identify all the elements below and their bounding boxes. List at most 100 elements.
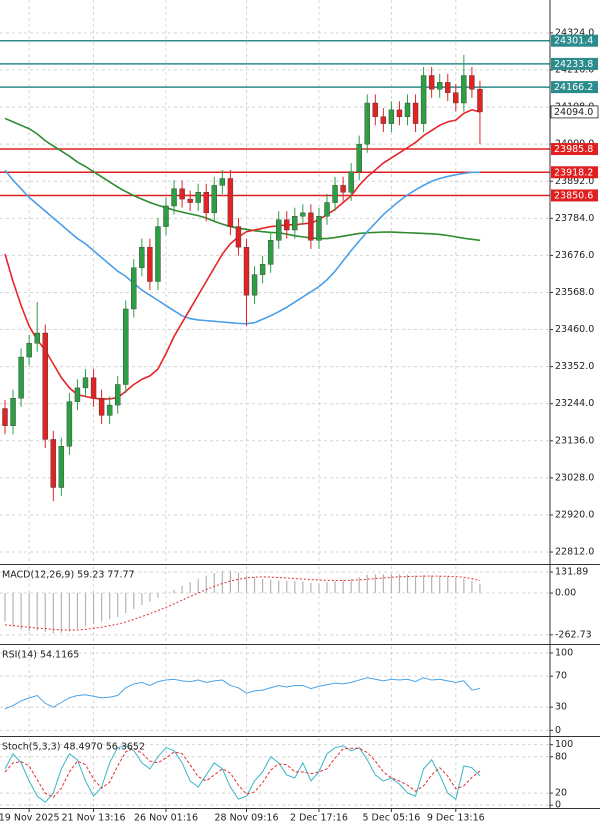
candle-body (171, 188, 177, 207)
candle-body (267, 240, 274, 265)
panel-title: RSI(14) 54.1165 (2, 650, 79, 661)
candle-body (340, 185, 346, 193)
candle-body (316, 216, 322, 241)
candle-body (66, 401, 73, 447)
candle-body (243, 246, 250, 296)
candle-body (187, 198, 193, 203)
y-tick-label: 23244.0 (555, 398, 594, 409)
x-tick-label: 2 Dec 17:16 (290, 813, 348, 824)
level-label: 23850.6 (554, 190, 593, 201)
candle-body (404, 102, 411, 117)
candle-body (147, 246, 153, 282)
candle-body (227, 178, 234, 227)
candle-body (332, 185, 338, 203)
y-tick-label: 0 (555, 800, 561, 811)
level-label: 24166.2 (554, 82, 593, 93)
candle-body (428, 75, 435, 90)
candle-body (284, 219, 290, 231)
indicator-line (4, 747, 481, 798)
candle-body (114, 384, 121, 406)
candle-body (412, 102, 419, 124)
candle-body (106, 404, 113, 416)
candle-body (139, 246, 145, 268)
indicator-line (4, 677, 481, 710)
x-tick-label: 9 Dec 13:16 (427, 813, 485, 824)
last-price-label: 24094.0 (554, 107, 593, 118)
y-tick-label: 24324.0 (555, 27, 594, 38)
y-tick-label: 23136.0 (555, 435, 594, 446)
candle-body (131, 267, 137, 310)
indicator-line (4, 745, 481, 803)
candle-body (308, 212, 314, 241)
y-tick-label: 100 (555, 739, 573, 750)
x-tick-label: 5 Dec 05:16 (362, 813, 420, 824)
candle-body (195, 192, 201, 203)
level-tag (551, 166, 598, 179)
y-tick-label: 23460.0 (555, 324, 594, 335)
level-label: 24233.8 (554, 59, 593, 70)
y-tick-label: 24216.0 (555, 65, 594, 76)
candle-body (380, 116, 387, 124)
candle-body (388, 109, 395, 124)
candle-body (469, 75, 475, 90)
candle-body (235, 226, 242, 248)
plot-layer (0, 0, 550, 807)
candle-body (420, 75, 427, 124)
macd-signal (4, 575, 481, 631)
candle-body (276, 219, 282, 241)
level-tag (551, 34, 598, 47)
candle-body (179, 188, 185, 200)
candle-body (58, 446, 65, 488)
level-tag (551, 81, 598, 94)
candle-body (219, 178, 226, 186)
candle-body (324, 202, 330, 217)
candle-body (90, 377, 97, 399)
candle-body (372, 102, 378, 117)
panel-title: MACD(12,26,9) 59.23 77.77 (2, 570, 135, 581)
y-tick-label: 22920.0 (555, 509, 594, 520)
candle-body (292, 216, 298, 231)
candle-body (396, 109, 403, 117)
moving-average (4, 109, 481, 400)
candle-body (211, 185, 218, 214)
y-tick-label: 131.89 (555, 567, 588, 578)
candle-body (42, 332, 48, 440)
candle-body (251, 274, 258, 296)
candle-body (155, 226, 161, 282)
x-tick-label: 26 Nov 01:16 (134, 813, 198, 824)
candle-body (74, 387, 81, 402)
last-price-tag (550, 105, 599, 119)
level-tag (551, 189, 598, 202)
candle-body (82, 377, 89, 389)
candle-body (364, 102, 370, 145)
y-tick-label: 70 (555, 671, 567, 682)
y-tick-label: 23892.0 (555, 176, 594, 187)
panel-title: Stoch(5,3,3) 48.4970 56.3652 (2, 742, 145, 753)
y-tick-label: 23676.0 (555, 250, 594, 261)
candle-body (2, 408, 8, 426)
candle-body (123, 308, 129, 385)
y-tick-label: 0 (555, 725, 561, 736)
y-tick-label: 23568.0 (555, 287, 594, 298)
candle-body (34, 332, 40, 344)
candle-body (461, 75, 467, 104)
level-tag (551, 57, 598, 70)
candle-body (18, 356, 24, 399)
candle-body (10, 398, 16, 426)
x-tick-label: 28 Nov 09:16 (214, 813, 278, 824)
x-tick-label: 21 Nov 13:16 (62, 813, 126, 824)
y-tick-label: 20 (555, 788, 567, 799)
candle-body (445, 82, 451, 93)
y-tick-label: 23352.0 (555, 361, 594, 372)
candle-body (453, 92, 459, 104)
y-tick-label: 80 (555, 751, 567, 762)
moving-average (4, 117, 481, 242)
level-tag (551, 143, 598, 156)
moving-average (4, 169, 480, 325)
candle-body (50, 439, 56, 488)
candle-body (203, 192, 209, 214)
candle-body (98, 398, 105, 416)
candle-body (356, 143, 362, 172)
